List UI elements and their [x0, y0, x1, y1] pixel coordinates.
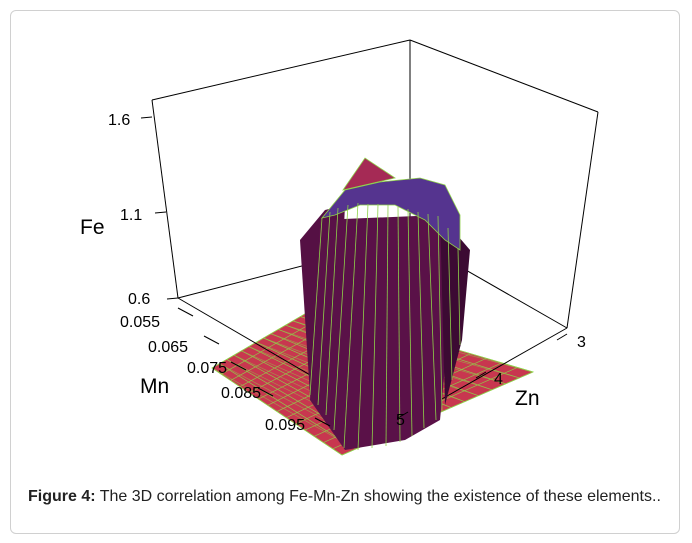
- block-mesh-line: [371, 203, 379, 449]
- x-tick-label: 4: [494, 371, 503, 388]
- y-axis-title: Mn: [140, 375, 169, 398]
- x-tick-label: 5: [396, 412, 405, 429]
- block-mesh-line: [333, 204, 349, 431]
- block-mesh-line: [397, 206, 401, 443]
- block-mesh-line: [447, 227, 453, 381]
- z-axis-title: Fe: [80, 216, 105, 239]
- figure-caption: Figure 4: The 3D correlation among Fe-Mn…: [28, 487, 668, 507]
- block-front-wall: [310, 215, 455, 450]
- block-mesh-line: [343, 202, 359, 449]
- block-mesh-line: [357, 203, 369, 451]
- block-mesh-line: [309, 217, 323, 396]
- block-mesh-lines: [309, 202, 461, 451]
- surface-plot: 1.6 1.1 0.6 0.055 0.065 0.075 0.085 0.09…: [80, 39, 599, 456]
- block-mesh-line: [427, 213, 437, 421]
- block-mesh-line: [325, 207, 339, 416]
- z-tick-label: 1.1: [120, 207, 142, 224]
- x-tick-label: 3: [577, 334, 586, 351]
- block-top-surface: [320, 177, 461, 251]
- x-axis-title: Zn: [515, 387, 540, 410]
- block-mesh-line: [407, 208, 413, 437]
- block-mesh-line: [437, 215, 443, 413]
- block-cap: [342, 157, 396, 191]
- y-tick-label: 0.075: [187, 360, 227, 377]
- caption-label: Figure 4:: [28, 488, 96, 505]
- tick-marks: [140, 116, 568, 427]
- z-tick-label: 0.6: [128, 291, 150, 308]
- block-mesh-line: [385, 204, 389, 447]
- block-mesh-line: [317, 211, 331, 406]
- y-tick-label: 0.055: [120, 314, 160, 331]
- caption-text: The 3D correlation among Fe-Mn-Zn showin…: [95, 488, 661, 505]
- block-right-wall: [440, 215, 470, 405]
- y-tick-label: 0.085: [221, 385, 261, 402]
- peak-block: [300, 157, 470, 451]
- z-tick-label: 1.6: [108, 112, 130, 129]
- y-tick-label: 0.095: [265, 417, 305, 434]
- block-mesh-line: [417, 211, 425, 429]
- block-mesh-line: [457, 247, 461, 346]
- y-tick-label: 0.065: [148, 339, 188, 356]
